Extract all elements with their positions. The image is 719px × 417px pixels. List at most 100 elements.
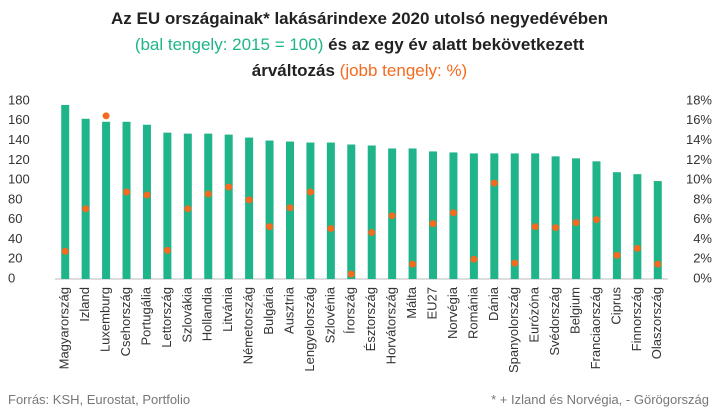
dot bbox=[368, 229, 376, 237]
bar bbox=[429, 151, 438, 279]
title-part: (jobb tengely: %) bbox=[339, 61, 468, 80]
y-tick-label: 80 bbox=[8, 191, 22, 206]
x-tick-label: Franciaország bbox=[588, 287, 603, 369]
y2-tick-label: 4% bbox=[693, 231, 712, 246]
x-tick-label: Horvátország bbox=[384, 287, 399, 364]
y2-tick-label: 12% bbox=[686, 152, 712, 167]
x-tick-label: Portugália bbox=[138, 286, 153, 345]
y-tick-label: 160 bbox=[8, 112, 30, 127]
dot bbox=[61, 247, 69, 255]
bar bbox=[61, 104, 70, 279]
x-tick-label: Lettország bbox=[159, 287, 174, 348]
dot bbox=[633, 244, 641, 252]
x-tick-label: Eurózóna bbox=[527, 286, 542, 342]
y2-tick-label: 8% bbox=[693, 191, 712, 206]
title-part: Az EU országainak* lakásárindexe 2020 ut… bbox=[111, 9, 608, 28]
dot bbox=[613, 251, 621, 259]
dot bbox=[266, 223, 274, 231]
source: Forrás: KSH, Eurostat, Portfolio bbox=[8, 392, 191, 407]
bar bbox=[572, 158, 581, 279]
bar bbox=[163, 132, 172, 279]
y2-tick-label: 0% bbox=[693, 270, 712, 285]
y-tick-label: 100 bbox=[8, 172, 30, 187]
x-tick-label: Belgium bbox=[567, 287, 582, 334]
dot bbox=[490, 179, 498, 187]
dot bbox=[347, 270, 355, 278]
bar bbox=[653, 181, 662, 279]
bar bbox=[408, 148, 417, 279]
bar bbox=[469, 153, 478, 279]
dot bbox=[429, 220, 437, 228]
dot bbox=[592, 216, 600, 224]
x-tick-label: Spanyolország bbox=[506, 287, 521, 373]
bar bbox=[633, 174, 642, 279]
dot bbox=[511, 259, 519, 267]
chart-title: Az EU országainak* lakásárindexe 2020 ut… bbox=[0, 6, 719, 84]
y2-tick-label: 18% bbox=[686, 92, 712, 107]
dot bbox=[123, 188, 131, 196]
bar bbox=[265, 140, 274, 279]
dot bbox=[388, 212, 396, 220]
bar bbox=[81, 118, 90, 279]
x-tick-label: Magyarország bbox=[57, 287, 72, 369]
y-tick-label: 140 bbox=[8, 132, 30, 147]
x-tick-label: Románia bbox=[465, 286, 480, 339]
x-tick-label: Hollandia bbox=[200, 286, 215, 341]
dot bbox=[184, 205, 192, 213]
bar bbox=[612, 172, 621, 279]
y-tick-label: 40 bbox=[8, 231, 22, 246]
bar bbox=[531, 153, 540, 279]
dot bbox=[143, 191, 151, 199]
x-tick-label: Szlovénia bbox=[322, 286, 337, 343]
x-tick-label: Málta bbox=[404, 286, 419, 319]
title-part: (bal tengely: 2015 = 100) bbox=[134, 35, 324, 54]
dot bbox=[82, 205, 90, 213]
x-tick-label: Lengyelország bbox=[302, 287, 317, 372]
y2-tick-label: 16% bbox=[686, 112, 712, 127]
y-tick-label: 120 bbox=[8, 152, 30, 167]
title-part: és az egy év alatt bekövetkezett bbox=[328, 35, 585, 54]
y2-tick-label: 6% bbox=[693, 211, 712, 226]
x-tick-label: EU27 bbox=[424, 287, 439, 320]
title-part: árváltozás bbox=[251, 61, 335, 80]
x-tick-label: Németország bbox=[241, 287, 256, 364]
x-tick-label: Luxemburg bbox=[98, 287, 113, 352]
bar bbox=[142, 124, 151, 279]
dot bbox=[306, 188, 314, 196]
bar bbox=[551, 156, 560, 279]
dot bbox=[204, 190, 212, 198]
y2-tick-label: 14% bbox=[686, 132, 712, 147]
y-tick-label: 20 bbox=[8, 251, 22, 266]
bar bbox=[347, 144, 356, 279]
bar bbox=[510, 153, 519, 279]
x-tick-label: Ciprus bbox=[608, 287, 623, 325]
dot bbox=[102, 112, 110, 120]
x-tick-label: Finnország bbox=[629, 287, 644, 351]
dot bbox=[572, 219, 580, 227]
dot bbox=[531, 223, 539, 231]
y2-tick-label: 2% bbox=[693, 251, 712, 266]
dot bbox=[552, 224, 560, 232]
bar bbox=[326, 142, 335, 279]
dot bbox=[409, 260, 417, 268]
x-tick-label: Izland bbox=[77, 287, 92, 322]
dot bbox=[286, 204, 294, 212]
dot bbox=[245, 196, 253, 204]
dot bbox=[163, 246, 171, 254]
bar bbox=[367, 145, 376, 279]
bar bbox=[102, 121, 111, 280]
bar bbox=[122, 121, 131, 280]
x-tick-label: Észtország bbox=[363, 287, 378, 351]
bar bbox=[306, 142, 315, 279]
x-tick-label: Norvégia bbox=[445, 286, 460, 339]
x-tick-label: Szlovákia bbox=[179, 286, 194, 342]
x-tick-label: Csehország bbox=[118, 287, 133, 356]
bar bbox=[224, 134, 233, 279]
bar bbox=[245, 137, 254, 279]
y-tick-label: 60 bbox=[8, 211, 22, 226]
dot bbox=[449, 209, 457, 217]
y2-tick-label: 10% bbox=[686, 172, 712, 187]
y-tick-label: 0 bbox=[8, 270, 15, 285]
